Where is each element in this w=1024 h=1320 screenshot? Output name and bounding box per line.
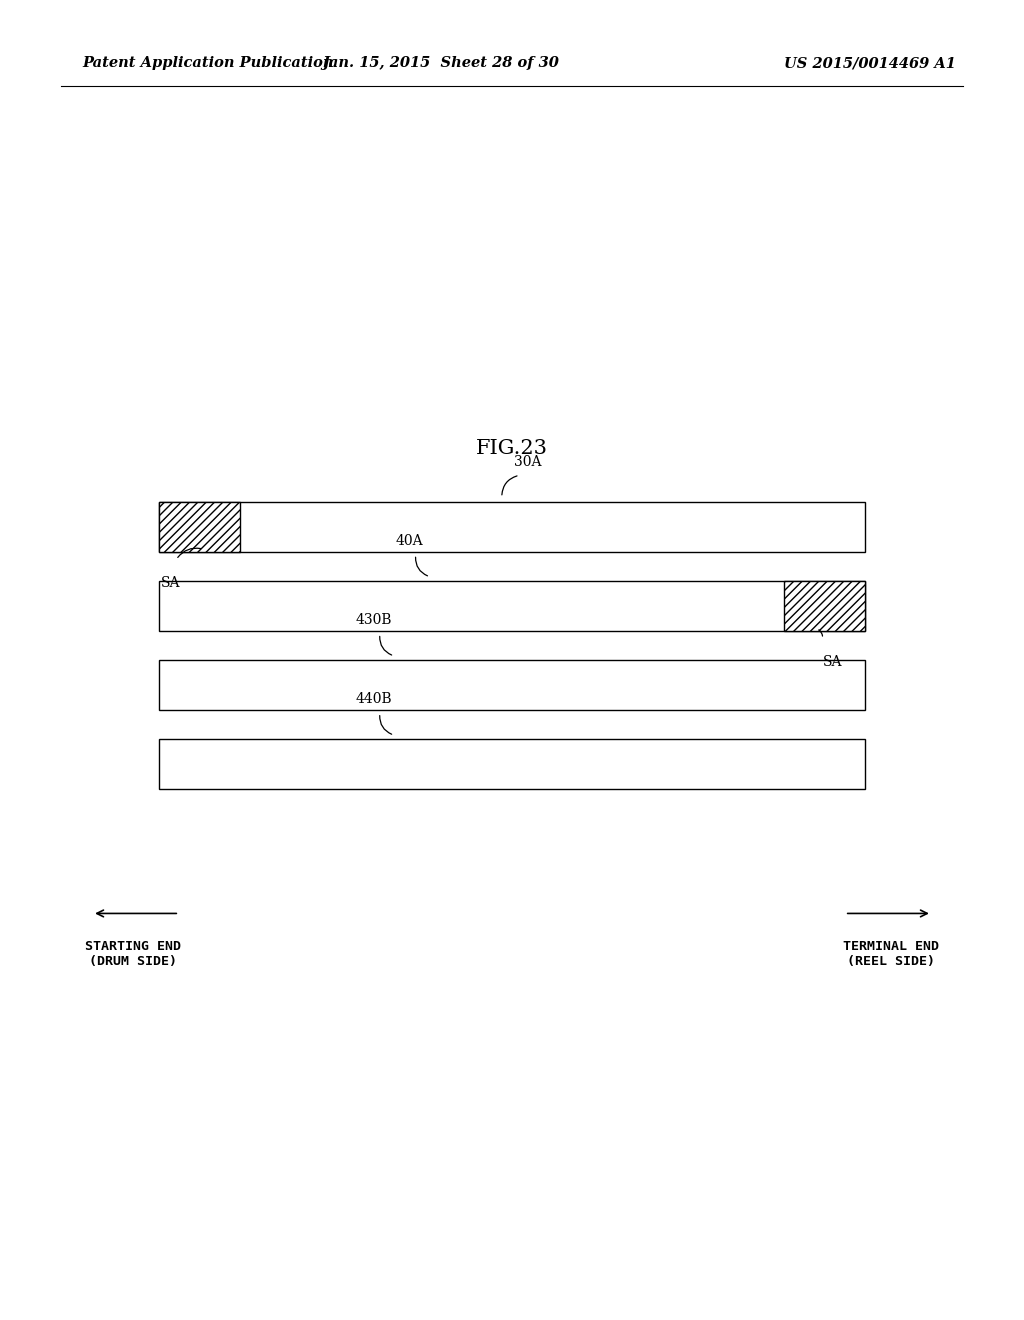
- Bar: [159, 502, 865, 552]
- Bar: [159, 502, 240, 552]
- Text: STARTING END
(DRUM SIDE): STARTING END (DRUM SIDE): [85, 940, 181, 968]
- Text: Patent Application Publication: Patent Application Publication: [82, 57, 334, 70]
- Text: 30A: 30A: [514, 454, 541, 469]
- Text: TERMINAL END
(REEL SIDE): TERMINAL END (REEL SIDE): [843, 940, 939, 968]
- Bar: [159, 581, 865, 631]
- Text: Jan. 15, 2015  Sheet 28 of 30: Jan. 15, 2015 Sheet 28 of 30: [322, 57, 559, 70]
- Text: 430B: 430B: [355, 612, 392, 627]
- Bar: [159, 739, 865, 789]
- Text: US 2015/0014469 A1: US 2015/0014469 A1: [784, 57, 956, 70]
- Text: SA: SA: [161, 576, 181, 590]
- Text: 440B: 440B: [355, 692, 392, 706]
- Text: SA: SA: [823, 655, 843, 669]
- Bar: [159, 660, 865, 710]
- Text: FIG.23: FIG.23: [476, 440, 548, 458]
- Bar: [784, 581, 865, 631]
- Text: 40A: 40A: [396, 533, 423, 548]
